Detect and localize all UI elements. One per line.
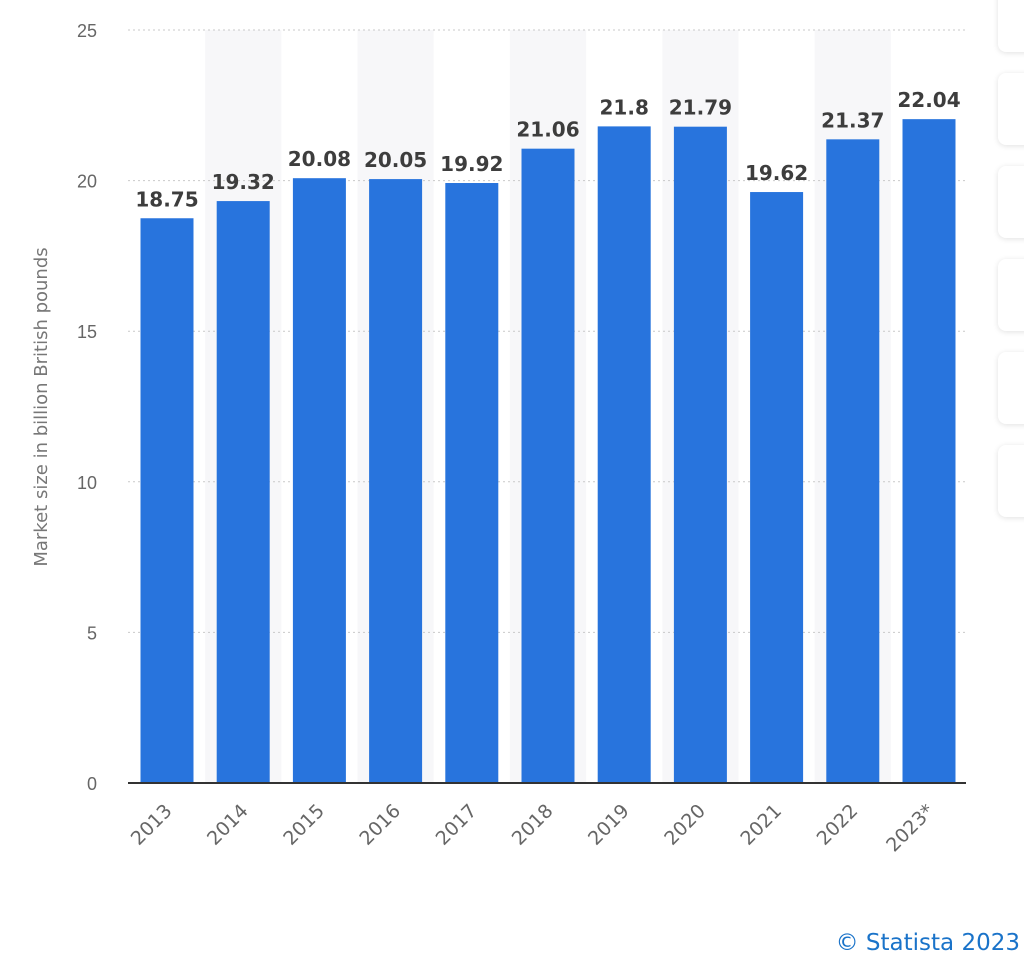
side-toolbar-button[interactable]	[998, 259, 1024, 331]
y-axis-title: Market size in billion British pounds	[31, 247, 52, 566]
x-tick-label: 2022	[813, 800, 863, 850]
x-tick-label: 2020	[660, 800, 710, 850]
side-toolbar	[998, 0, 1024, 538]
bar	[826, 139, 880, 784]
bar	[445, 183, 499, 784]
data-label: 19.92	[440, 152, 503, 176]
y-tick-label: 5	[87, 623, 97, 643]
y-tick-label: 0	[87, 774, 97, 794]
data-label: 19.32	[212, 170, 275, 194]
data-label: 19.62	[745, 161, 808, 185]
data-label: 21.37	[821, 108, 884, 132]
y-tick-label: 15	[77, 322, 97, 342]
y-tick-label: 25	[77, 21, 97, 41]
x-tick-label: 2013	[127, 800, 177, 850]
x-tick-label: 2018	[508, 800, 558, 850]
data-label: 20.05	[364, 148, 427, 172]
x-tick-label: 2023*	[882, 800, 938, 856]
bar	[673, 126, 727, 784]
bar	[216, 201, 270, 783]
data-label: 21.8	[600, 95, 649, 119]
statista-credit-link[interactable]: © Statista 2023	[835, 930, 1020, 956]
bar	[902, 119, 956, 783]
x-tick-label: 2019	[584, 800, 634, 850]
x-tick-label: 2021	[736, 800, 786, 850]
bar	[140, 218, 194, 783]
x-tick-label: 2015	[279, 800, 329, 850]
y-tick-label: 20	[77, 172, 97, 192]
side-toolbar-button[interactable]	[998, 0, 1024, 52]
bar	[369, 179, 423, 783]
data-label: 21.79	[669, 96, 732, 120]
side-toolbar-button[interactable]	[998, 352, 1024, 424]
bar	[597, 126, 651, 783]
x-tick-label: 2017	[432, 800, 482, 850]
bar	[292, 178, 346, 783]
side-toolbar-button[interactable]	[998, 445, 1024, 517]
side-toolbar-button[interactable]	[998, 166, 1024, 238]
y-tick-label: 10	[77, 473, 97, 493]
data-label: 20.08	[288, 147, 351, 171]
bar	[750, 192, 804, 783]
data-label: 18.75	[135, 187, 198, 211]
x-tick-label: 2014	[203, 800, 253, 850]
data-label: 21.06	[516, 118, 579, 142]
bar	[521, 148, 575, 784]
data-label: 22.04	[897, 88, 960, 112]
side-toolbar-button[interactable]	[998, 73, 1024, 145]
x-tick-label: 2016	[355, 800, 405, 850]
